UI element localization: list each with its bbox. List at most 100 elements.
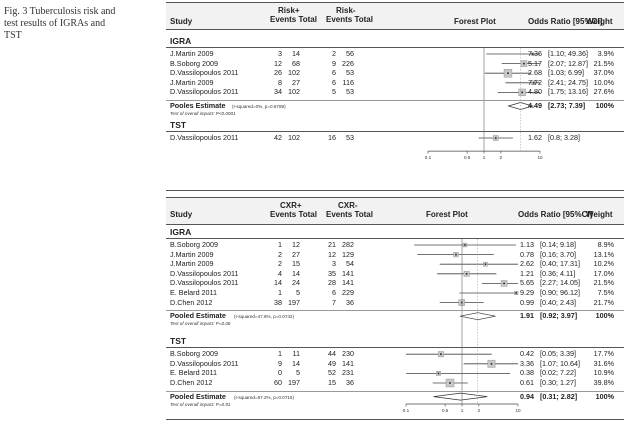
neg-events: 6 — [332, 288, 336, 297]
confidence-interval: [0.40; 2.43] — [540, 297, 576, 307]
neg-events: 35 — [328, 268, 336, 278]
pooled-divider — [166, 100, 624, 101]
study-name: E. Belard 2011 — [170, 288, 218, 297]
weight-value: 17.7% — [593, 349, 614, 359]
confidence-interval: [0.36; 4.11] — [540, 268, 576, 278]
pos-total: 14 — [292, 49, 300, 58]
group-title-tst: TST — [170, 120, 187, 130]
x-tick-label: 2 — [478, 408, 481, 413]
pos-events: 60 — [274, 378, 282, 387]
weight-header: Weight — [586, 17, 613, 26]
pos-events: 4 — [278, 268, 282, 278]
neg-total: 229 — [342, 288, 354, 297]
group-divider — [166, 47, 624, 48]
point-estimate — [490, 363, 493, 365]
pos-events: 14 — [274, 278, 282, 288]
weight-value: 21.5% — [593, 58, 614, 68]
confidence-interval: [0.30; 1.27] — [540, 378, 576, 387]
group-divider — [166, 131, 624, 132]
neg-events: 16 — [328, 133, 336, 142]
x-tick-label: 2 — [500, 155, 503, 160]
neg-total: 141 — [342, 358, 354, 368]
neg-events: 28 — [328, 278, 336, 288]
neg-total: 231 — [342, 368, 354, 378]
point-estimate — [437, 372, 440, 375]
table-bottom-rule — [166, 419, 624, 420]
pos-events: 9 — [278, 358, 282, 368]
point-estimate — [449, 382, 451, 384]
point-estimate — [523, 62, 525, 65]
x-tick-label: 1 — [483, 155, 486, 160]
forest-plot-area: 0.1 0.5 1 2 10 — [425, 48, 543, 160]
pos-total: 27 — [292, 77, 300, 87]
neg-total: 116 — [342, 77, 354, 87]
neg-events: 6 — [332, 77, 336, 87]
odds-ratio-value: 1.13 — [520, 240, 534, 249]
pos-total: 102 — [288, 87, 300, 97]
odds-ratio-value: 1.21 — [520, 268, 534, 278]
weight-value: 17.0% — [593, 268, 614, 278]
confidence-interval: [2.41; 24.75] — [548, 77, 588, 87]
confidence-interval: [1.07; 10.64] — [540, 358, 580, 368]
neg-events: 9 — [332, 58, 336, 68]
odds-ratio-value: 4.80 — [528, 87, 542, 97]
pos-events: 26 — [274, 68, 282, 78]
confidence-interval: [0.16; 3.70] — [540, 249, 576, 259]
weight-value: 10.0% — [593, 77, 614, 87]
pos-events: 12 — [274, 58, 282, 68]
neg-total: 36 — [346, 378, 354, 387]
neg-events: 52 — [328, 368, 336, 378]
neg-events: 49 — [328, 358, 336, 368]
x-tick-label: 0.1 — [425, 155, 432, 160]
group-title-igra: IGRA — [170, 36, 192, 46]
pooled-odds-ratio: 0.94 — [520, 391, 534, 401]
study-name: B.Soborg 2009 — [170, 240, 218, 249]
neg-total: 129 — [342, 249, 354, 259]
table-bottom-rule — [166, 190, 624, 191]
study-col-header: Study — [170, 17, 193, 26]
neg-total: 141 — [342, 268, 354, 278]
study-name: D.Vassilopoulos 2011 — [170, 133, 239, 142]
confidence-interval: [0.8; 3.28] — [548, 133, 580, 142]
pooled-label: Pooles Estimate — [170, 101, 226, 110]
pooled-confidence-interval: [0.31; 2.82] — [540, 391, 578, 401]
pos-total: 11 — [292, 349, 300, 359]
odds-ratio-value: 3.36 — [520, 358, 534, 368]
odds-ratio-value: 5.65 — [520, 278, 534, 288]
pooled-diamond — [459, 312, 496, 321]
weight-value: 8.9% — [597, 240, 614, 249]
confidence-interval: [2.07; 12.87] — [548, 58, 588, 68]
neg-total: 282 — [342, 240, 354, 249]
pos-total: 14 — [292, 268, 300, 278]
x-tick-label: 1 — [461, 408, 464, 413]
weight-value: 27.6% — [593, 87, 614, 97]
forest-plot-header: Forest Plot — [454, 17, 496, 26]
odds-ratio-value: 9.29 — [520, 288, 534, 297]
overall-impact-test: Test of overall impact: P=0.91 — [170, 401, 231, 407]
neg-group-header: Risk- — [336, 6, 356, 15]
table-header: Study CXR+ CXR- Events Total Events Total For… — [166, 197, 624, 225]
pos-group-header: CXR+ — [280, 201, 302, 210]
neg-total: 53 — [346, 87, 354, 97]
pos-total: 102 — [288, 68, 300, 78]
pos-total: 197 — [288, 297, 300, 307]
pooled-label: Pooled Estimate — [170, 391, 226, 401]
pooled-odds-ratio: 1.91 — [520, 311, 534, 321]
pos-total: 5 — [296, 288, 300, 297]
forest-panel-risk: Study Risk+ Risk- Events Total Events Total F… — [166, 2, 624, 192]
weight-value: 10.9% — [593, 368, 614, 378]
point-estimate — [521, 91, 523, 94]
confidence-interval: [0.14; 9.18] — [540, 240, 576, 249]
pos-events: 42 — [274, 133, 282, 142]
odds-ratio-value: 2.62 — [520, 259, 534, 269]
odds-ratio-value: 7.72 — [528, 77, 542, 87]
group-divider — [166, 238, 624, 239]
confidence-interval: [1.03; 6.99] — [548, 68, 584, 78]
pos-events: 34 — [274, 87, 282, 97]
group-divider — [166, 347, 624, 349]
pooled-diamond — [433, 392, 488, 401]
pooled-weight: 100% — [595, 101, 614, 110]
point-estimate — [503, 282, 505, 285]
odds-ratio-header: Odds Ratio [95%CI] — [518, 210, 593, 219]
point-estimate — [464, 244, 466, 246]
